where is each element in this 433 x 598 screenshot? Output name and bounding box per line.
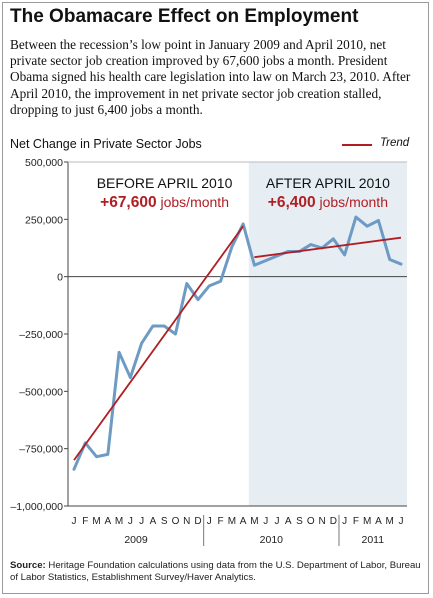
series-point — [377, 219, 380, 222]
x-tick-label: D — [194, 516, 201, 527]
x-tick-label: O — [172, 516, 180, 527]
x-tick-label: M — [228, 516, 236, 527]
series-point — [174, 332, 177, 336]
before-period-label: BEFORE APRIL 2010 — [97, 175, 233, 191]
source-text: Heritage Foundation calculations using d… — [10, 560, 421, 583]
after-rate-label: +6,400 jobs/month — [268, 194, 388, 211]
x-tick-label: M — [115, 516, 123, 527]
series-point — [230, 245, 234, 249]
x-tick-label: A — [375, 516, 382, 527]
y-tick-label: 500,000 — [25, 157, 63, 169]
y-tick-label: –750,000 — [19, 444, 63, 456]
series-point — [388, 258, 391, 261]
x-tick-label: A — [240, 516, 247, 527]
x-tick-label: M — [363, 516, 371, 527]
series-point — [72, 468, 76, 471]
series-point — [117, 351, 121, 354]
figure-subtitle: Between the recession’s low point in Jan… — [10, 37, 411, 117]
y-tick-label: 0 — [57, 272, 63, 284]
y-tick-label: 250,000 — [25, 214, 63, 226]
legend-trend-label: Trend — [380, 137, 410, 149]
x-tick-label: S — [296, 516, 303, 527]
figure-title: The Obamacare Effect on Employment — [10, 6, 359, 27]
series-point — [253, 264, 256, 267]
series-point — [241, 222, 245, 226]
x-tick-label: J — [207, 516, 212, 527]
x-tick-label: F — [82, 516, 88, 527]
series-point — [309, 243, 312, 246]
x-tick-label: M — [92, 516, 100, 527]
year-label: 2011 — [362, 534, 385, 546]
x-tick-label: N — [183, 516, 190, 527]
series-point — [129, 376, 132, 379]
y-tick-label: –500,000 — [19, 386, 63, 398]
x-tick-label: F — [353, 516, 359, 527]
source-note: Source: Heritage Foundation calculations… — [10, 560, 422, 583]
x-tick-label: M — [250, 516, 258, 527]
year-label: 2010 — [260, 534, 284, 546]
x-tick-label: J — [342, 516, 347, 527]
series-point — [332, 237, 335, 241]
x-tick-label: J — [128, 516, 133, 527]
before-rate-label: +67,600 jobs/month — [100, 194, 229, 211]
x-tick-label: J — [72, 516, 77, 527]
x-tick-label: J — [274, 516, 279, 527]
after-period-shade — [248, 162, 407, 506]
y-tick-label: –250,000 — [19, 329, 63, 341]
series-point — [185, 282, 188, 285]
series-point — [95, 455, 98, 458]
series-point — [219, 280, 222, 283]
after-period-label: AFTER APRIL 2010 — [266, 175, 390, 191]
chart-title: Net Change in Private Sector Jobs — [10, 137, 202, 151]
x-tick-label: J — [139, 516, 144, 527]
x-tick-label: M — [386, 516, 394, 527]
x-tick-label: F — [218, 516, 224, 527]
x-tick-label: J — [263, 516, 268, 527]
trend-line — [254, 236, 402, 259]
x-tick-label: S — [161, 516, 168, 527]
series-point — [264, 259, 267, 262]
series-point — [275, 254, 279, 258]
series-point — [196, 298, 200, 301]
series-point — [399, 262, 403, 266]
series-point — [140, 341, 143, 345]
x-tick-label: D — [330, 516, 337, 527]
series-point — [365, 225, 369, 228]
series-point — [163, 324, 166, 328]
series-point — [208, 284, 211, 288]
series-point — [343, 253, 346, 257]
series-point — [354, 215, 358, 219]
trend-line — [73, 225, 244, 461]
source-label: Source: — [10, 560, 46, 571]
x-tick-label: O — [307, 516, 315, 527]
x-tick-label: N — [318, 516, 325, 527]
legend: Trend — [342, 137, 422, 152]
y-tick-label: –1,000,000 — [10, 501, 63, 513]
x-tick-label: A — [104, 516, 111, 527]
year-label: 2009 — [124, 534, 148, 546]
series-point — [151, 324, 155, 328]
line-chart: 500,000 250,000 0 –250,000 –500,000 –750,000 –… — [10, 157, 407, 546]
legend-trend-swatch — [342, 144, 372, 146]
series-point — [106, 453, 110, 456]
x-tick-label: A — [150, 516, 157, 527]
x-tick-label: J — [399, 516, 404, 527]
x-tick-label: A — [285, 516, 292, 527]
